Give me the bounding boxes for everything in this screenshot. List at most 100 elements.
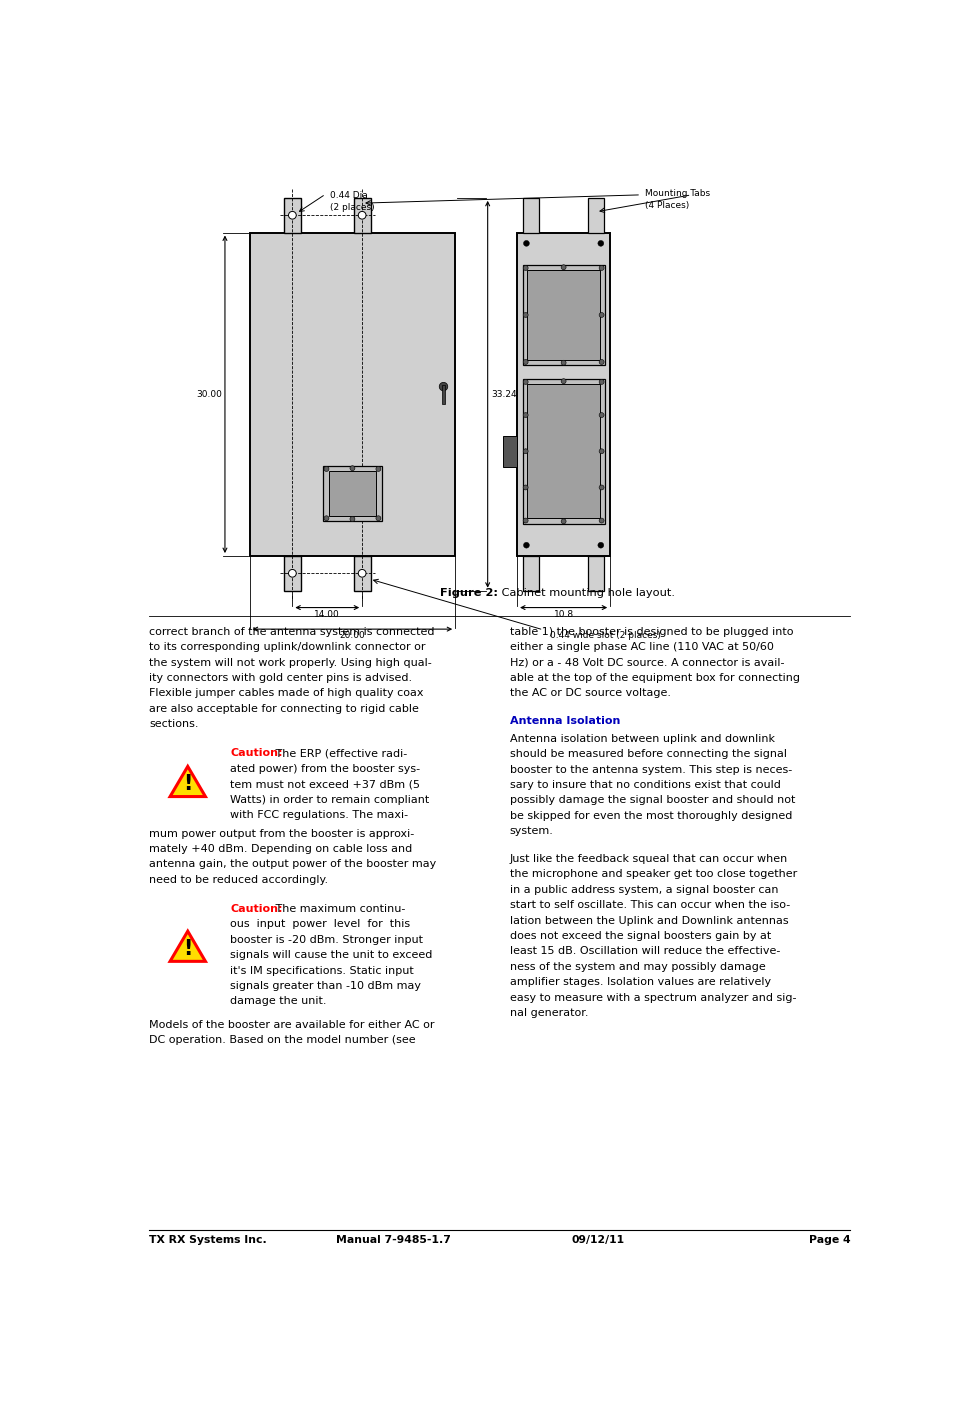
Text: be skipped for even the most thoroughly designed: be skipped for even the most thoroughly … — [510, 810, 792, 820]
Polygon shape — [170, 931, 206, 962]
Circle shape — [376, 466, 381, 472]
Text: it's IM specifications. Static input: it's IM specifications. Static input — [230, 966, 414, 976]
Text: Antenna Isolation: Antenna Isolation — [510, 716, 620, 726]
Text: booster to the antenna system. This step is neces-: booster to the antenna system. This step… — [510, 765, 792, 775]
Text: signals will cause the unit to exceed: signals will cause the unit to exceed — [230, 950, 433, 960]
Text: correct branch of the antenna system is connected: correct branch of the antenna system is … — [149, 627, 435, 637]
Text: lation between the Uplink and Downlink antennas: lation between the Uplink and Downlink a… — [510, 915, 789, 926]
Text: 30.00: 30.00 — [196, 390, 222, 398]
Text: system.: system. — [510, 826, 554, 836]
Text: tem must not exceed +37 dBm (5: tem must not exceed +37 dBm (5 — [230, 779, 420, 789]
Text: 09/12/11: 09/12/11 — [571, 1236, 624, 1245]
Bar — [523, 265, 604, 366]
Text: Antenna isolation between uplink and downlink: Antenna isolation between uplink and dow… — [510, 734, 775, 744]
Circle shape — [324, 466, 329, 472]
Text: Watts) in order to remain compliant: Watts) in order to remain compliant — [230, 795, 430, 805]
Circle shape — [599, 265, 604, 271]
Circle shape — [599, 518, 604, 522]
Bar — [284, 198, 301, 233]
Text: Mounting Tabs: Mounting Tabs — [645, 189, 710, 198]
Text: need to be reduced accordingly.: need to be reduced accordingly. — [149, 875, 329, 885]
Circle shape — [599, 312, 604, 318]
Circle shape — [524, 484, 528, 490]
Text: Caution:: Caution: — [230, 904, 283, 914]
Polygon shape — [170, 767, 206, 796]
Text: with FCC regulations. The maxi-: with FCC regulations. The maxi- — [230, 810, 409, 820]
Text: Page 4: Page 4 — [808, 1236, 850, 1245]
Text: possibly damage the signal booster and should not: possibly damage the signal booster and s… — [510, 795, 796, 805]
Circle shape — [599, 360, 604, 364]
Text: 0.44 Dia: 0.44 Dia — [330, 191, 368, 201]
Text: ated power) from the booster sys-: ated power) from the booster sys- — [230, 764, 420, 774]
Text: amplifier stages. Isolation values are relatively: amplifier stages. Isolation values are r… — [510, 977, 771, 987]
Text: nal generator.: nal generator. — [510, 1008, 588, 1018]
Circle shape — [439, 383, 448, 391]
Circle shape — [599, 412, 604, 418]
Circle shape — [358, 569, 366, 578]
Circle shape — [524, 265, 528, 271]
Text: The ERP (effective radi-: The ERP (effective radi- — [272, 748, 408, 758]
Text: Figure 2:: Figure 2: — [440, 589, 498, 599]
Text: signals greater than -10 dBm may: signals greater than -10 dBm may — [230, 981, 421, 991]
Text: table 1) the booster is designed to be plugged into: table 1) the booster is designed to be p… — [510, 627, 794, 637]
Bar — [589, 198, 604, 233]
Text: easy to measure with a spectrum analyzer and sig-: easy to measure with a spectrum analyzer… — [510, 993, 797, 1003]
Circle shape — [598, 542, 604, 548]
Circle shape — [289, 212, 296, 219]
Text: sary to insure that no conditions exist that could: sary to insure that no conditions exist … — [510, 779, 781, 791]
Text: The maximum continu-: The maximum continu- — [272, 904, 406, 914]
Text: Flexible jumper cables made of high quality coax: Flexible jumper cables made of high qual… — [149, 689, 423, 699]
Text: 0.44 wide slot (2 places): 0.44 wide slot (2 places) — [550, 631, 660, 641]
Circle shape — [324, 515, 329, 521]
Text: DC operation. Based on the model number (see: DC operation. Based on the model number … — [149, 1035, 415, 1045]
Bar — [503, 436, 517, 466]
Text: Models of the booster are available for either AC or: Models of the booster are available for … — [149, 1019, 435, 1029]
Text: !: ! — [183, 774, 192, 794]
Bar — [527, 270, 600, 360]
Circle shape — [524, 312, 528, 318]
Circle shape — [562, 518, 566, 524]
Circle shape — [350, 517, 355, 521]
Text: should be measured before connecting the signal: should be measured before connecting the… — [510, 750, 787, 760]
Text: (2 places): (2 places) — [330, 203, 374, 212]
Text: mately +40 dBm. Depending on cable loss and: mately +40 dBm. Depending on cable loss … — [149, 844, 412, 854]
Text: TX RX Systems Inc.: TX RX Systems Inc. — [149, 1236, 267, 1245]
Bar — [329, 472, 376, 515]
Text: Caution:: Caution: — [230, 748, 283, 758]
Text: damage the unit.: damage the unit. — [230, 997, 327, 1007]
Circle shape — [524, 449, 528, 453]
Text: sections.: sections. — [149, 719, 199, 729]
Text: start to self oscillate. This can occur when the iso-: start to self oscillate. This can occur … — [510, 901, 790, 911]
Text: Hz) or a - 48 Volt DC source. A connector is avail-: Hz) or a - 48 Volt DC source. A connecto… — [510, 658, 784, 668]
Text: does not exceed the signal boosters gain by at: does not exceed the signal boosters gain… — [510, 931, 771, 940]
Circle shape — [524, 412, 528, 418]
Circle shape — [562, 360, 566, 366]
Bar — [523, 378, 604, 524]
Text: 10.8: 10.8 — [554, 610, 573, 618]
Circle shape — [599, 449, 604, 453]
Bar — [589, 556, 604, 590]
Text: antenna gain, the output power of the booster may: antenna gain, the output power of the bo… — [149, 860, 436, 870]
Bar — [354, 556, 370, 590]
Circle shape — [562, 378, 566, 384]
Bar — [517, 233, 610, 556]
Bar — [354, 198, 370, 233]
Text: Just like the feedback squeal that can occur when: Just like the feedback squeal that can o… — [510, 854, 788, 864]
Circle shape — [358, 212, 366, 219]
Text: are also acceptable for connecting to rigid cable: are also acceptable for connecting to ri… — [149, 703, 419, 714]
Bar — [250, 233, 455, 556]
Text: mum power output from the booster is approxi-: mum power output from the booster is app… — [149, 829, 414, 839]
Text: able at the top of the equipment box for connecting: able at the top of the equipment box for… — [510, 674, 800, 683]
Circle shape — [598, 240, 604, 246]
Bar — [527, 384, 600, 518]
Circle shape — [524, 518, 528, 522]
Bar — [524, 556, 539, 590]
Text: the AC or DC source voltage.: the AC or DC source voltage. — [510, 689, 671, 699]
Text: 20.00: 20.00 — [339, 631, 366, 641]
Circle shape — [524, 360, 528, 364]
Text: the microphone and speaker get too close together: the microphone and speaker get too close… — [510, 870, 797, 880]
Text: in a public address system, a signal booster can: in a public address system, a signal boo… — [510, 885, 778, 895]
Circle shape — [524, 542, 529, 548]
Text: ous  input  power  level  for  this: ous input power level for this — [230, 919, 410, 929]
Text: booster is -20 dBm. Stronger input: booster is -20 dBm. Stronger input — [230, 935, 423, 945]
